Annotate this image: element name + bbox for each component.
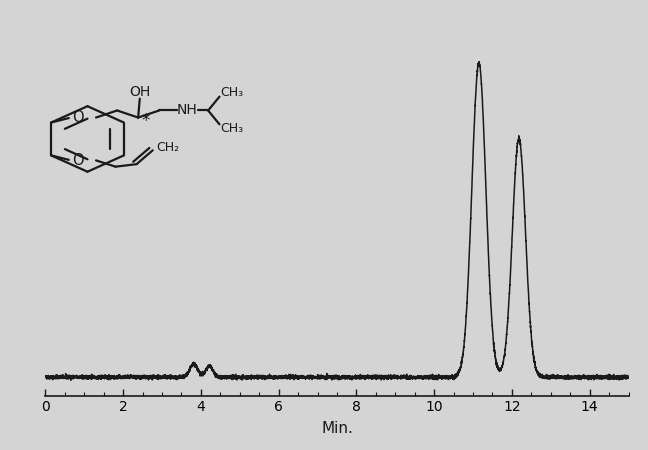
Text: CH₃: CH₃ — [220, 122, 243, 135]
Text: NH: NH — [177, 103, 198, 117]
Text: O: O — [72, 110, 84, 125]
Text: O: O — [72, 153, 84, 168]
Text: *: * — [141, 112, 150, 130]
X-axis label: Min.: Min. — [321, 421, 353, 436]
Text: CH₃: CH₃ — [220, 86, 243, 99]
Text: OH: OH — [129, 85, 150, 99]
Text: CH₂: CH₂ — [156, 141, 179, 154]
